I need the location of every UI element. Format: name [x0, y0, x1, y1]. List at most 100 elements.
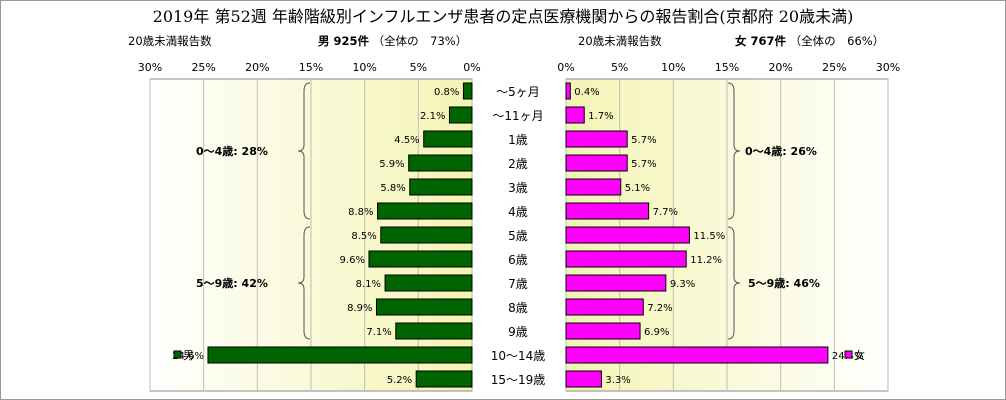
category-label: 1歳: [508, 133, 528, 147]
male-bar: [408, 154, 473, 172]
male-value-label: 4.5%: [394, 135, 419, 146]
female-brace-0-4: [727, 82, 741, 220]
female-tick-label: 25%: [822, 61, 846, 74]
male-bar: [384, 274, 473, 292]
category-label: 7歳: [508, 277, 528, 291]
female-bar: [565, 298, 644, 316]
male-bar: [375, 298, 473, 316]
female-value-label: 9.3%: [670, 279, 695, 290]
female-bar: [565, 226, 690, 244]
female-value-label: 5.7%: [631, 159, 656, 170]
male-brace-5-9: [297, 226, 311, 340]
male-value-label: 2.1%: [420, 111, 445, 122]
female-legend-label: 女: [854, 348, 865, 362]
female-value-label: 3.3%: [605, 375, 630, 386]
male-bar: [395, 322, 473, 340]
male-value-label: 8.1%: [356, 279, 381, 290]
category-label: ～11ヶ月: [492, 109, 543, 123]
female-bar: [565, 178, 622, 196]
female-bar: [565, 274, 667, 292]
female-bar: [565, 346, 829, 364]
male-value-label: 7.1%: [366, 327, 391, 338]
female-bar: [565, 106, 585, 124]
female-brace-5-9: [727, 226, 741, 340]
female-value-label: 6.9%: [644, 327, 669, 338]
male-tick-label: 5%: [410, 61, 427, 74]
male-value-label: 5.2%: [387, 375, 412, 386]
female-tick-label: 5%: [611, 61, 628, 74]
female-tick-label: 30%: [876, 61, 900, 74]
male-legend-swatch: [173, 350, 182, 359]
female-value-label: 1.7%: [588, 111, 613, 122]
female-value-label: 0.4%: [574, 87, 599, 98]
female-legend-swatch: [844, 350, 853, 359]
category-label: 10～14歳: [491, 349, 546, 363]
category-label: 15～19歳: [491, 373, 546, 387]
male-bar: [207, 346, 473, 364]
male-tick-label: 20%: [245, 61, 269, 74]
male-brace-0-4: [297, 82, 311, 220]
female-bar: [565, 130, 628, 148]
female-value-label: 11.5%: [693, 231, 725, 242]
male-value-label: 0.8%: [434, 87, 459, 98]
female-value-label: 7.7%: [653, 207, 678, 218]
male-value-label: 8.8%: [348, 207, 373, 218]
female-share-label: （全体の 66%）: [789, 34, 885, 48]
female-group-label-0-4: 0～4歳: 26%: [745, 144, 817, 158]
male-share-label: （全体の 73%）: [372, 34, 468, 48]
female-header-label: 20歳未満報告数: [578, 34, 662, 48]
female-tick-label: 20%: [768, 61, 792, 74]
chart-title: 2019年 第52週 年齢階級別インフルエンザ患者の定点医療機関からの報告割合(…: [152, 7, 854, 26]
category-label: ～5ヶ月: [496, 85, 540, 99]
male-legend-label: 男: [183, 349, 194, 362]
male-count-group: 男 925件 （全体の 73%）: [318, 33, 467, 49]
male-tick-label: 30%: [138, 61, 162, 74]
male-bar: [377, 202, 473, 220]
male-value-label: 5.8%: [380, 183, 405, 194]
female-count-group: 女 767件 （全体の 66%）: [735, 33, 884, 49]
male-bar: [415, 370, 473, 388]
male-value-label: 8.5%: [351, 231, 376, 242]
female-bar: [565, 154, 628, 172]
female-value-label: 5.1%: [625, 183, 650, 194]
male-group-label-0-4: 0～4歳: 28%: [196, 144, 268, 158]
male-value-label: 24.6%: [172, 351, 204, 362]
female-value-label: 11.2%: [690, 255, 722, 266]
male-bar: [368, 250, 473, 268]
male-bar: [380, 226, 473, 244]
female-group-label-5-9: 5～9歳: 46%: [748, 276, 820, 290]
category-label: 5歳: [508, 229, 528, 243]
male-bar: [423, 130, 473, 148]
category-label: 9歳: [508, 325, 528, 339]
female-tick-label: 0%: [557, 61, 574, 74]
male-group-label-5-9: 5～9歳: 42%: [196, 276, 268, 290]
category-label: 6歳: [508, 253, 528, 267]
male-bar: [462, 82, 473, 100]
female-tick-label: 15%: [715, 61, 739, 74]
female-bar: [565, 370, 602, 388]
male-tick-label: 15%: [299, 61, 323, 74]
category-label: 4歳: [508, 205, 528, 219]
category-label: 8歳: [508, 301, 528, 315]
male-header-label: 20歳未満報告数: [128, 34, 212, 48]
male-value-label: 5.9%: [379, 159, 404, 170]
male-value-label: 8.9%: [347, 303, 372, 314]
category-label: 3歳: [508, 181, 528, 195]
male-tick-label: 25%: [191, 61, 215, 74]
male-value-label: 9.6%: [340, 255, 365, 266]
male-tick-label: 10%: [352, 61, 376, 74]
female-bar: [565, 250, 687, 268]
female-bar: [565, 322, 641, 340]
male-bar: [448, 106, 473, 124]
male-count-label: 男 925件: [318, 34, 370, 48]
female-bar: [565, 202, 650, 220]
male-bar: [409, 178, 473, 196]
male-tick-label: 0%: [463, 61, 480, 74]
female-value-label: 5.7%: [631, 135, 656, 146]
female-value-label: 7.2%: [647, 303, 672, 314]
category-label: 2歳: [508, 157, 528, 171]
female-count-label: 女 767件: [735, 34, 787, 48]
female-bar: [565, 82, 571, 100]
